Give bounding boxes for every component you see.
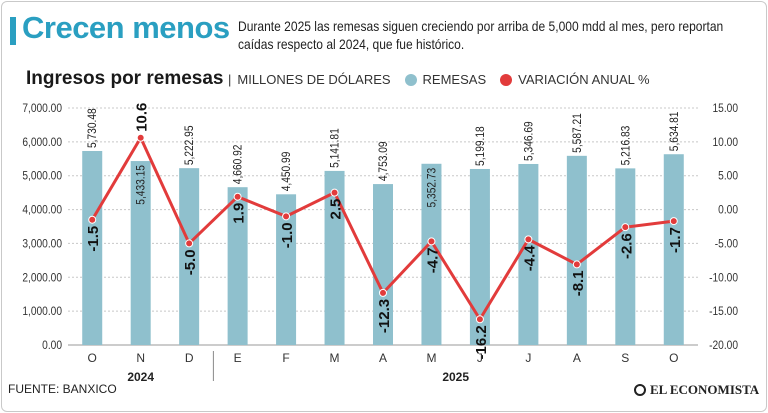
line-point: [572, 260, 581, 269]
y-right-tick: 0.00: [718, 204, 738, 217]
bar-value-label: 5,216.83: [620, 126, 633, 166]
line-value-label: -16.2: [473, 325, 490, 359]
bar-value-label: 5,199.18: [474, 126, 487, 166]
chart-title: Ingresos por remesas: [26, 68, 224, 89]
line-point: [475, 315, 484, 324]
line-point: [524, 235, 533, 244]
line-point: [330, 188, 339, 197]
line-value-label: 1.9: [231, 203, 248, 224]
x-tick-label: M: [330, 351, 340, 365]
x-tick-label: A: [573, 351, 581, 365]
line-value-label: -1.0: [279, 222, 296, 248]
line-point: [669, 217, 678, 226]
bar: [469, 168, 490, 345]
globe-icon: [634, 384, 646, 396]
bar-value-label: 4,450.99: [280, 152, 293, 192]
line-value-label: -2.6: [618, 233, 635, 259]
x-tick-label: O: [88, 351, 97, 365]
line-point: [136, 133, 145, 142]
y-right-tick: -10.00: [709, 272, 738, 285]
x-tick-label: M: [426, 351, 436, 365]
x-tick-label: S: [621, 351, 629, 365]
bar: [566, 155, 587, 345]
line-value-label: -1.5: [85, 226, 102, 252]
bar-value-label: 4,660.92: [232, 145, 245, 185]
x-tick-label: J: [477, 351, 483, 365]
line-value-label: -8.1: [570, 270, 587, 296]
x-tick-label: N: [136, 351, 145, 365]
y-right-tick: 10.00: [712, 136, 738, 149]
bar: [227, 187, 248, 345]
y-left-tick: 3,000.00: [22, 238, 62, 251]
y-left-tick: 7,000.00: [22, 102, 62, 115]
y-left-tick: 2,000.00: [22, 272, 62, 285]
line-value-label: 2.5: [328, 199, 345, 220]
y-right-tick: 15.00: [712, 102, 738, 115]
y-right-tick: 5.00: [718, 170, 738, 183]
line-point: [379, 288, 387, 297]
line-point: [185, 239, 194, 248]
line-point: [88, 215, 97, 224]
line-point: [233, 192, 242, 201]
bar: [179, 168, 200, 345]
y-right-tick: -5.00: [715, 238, 738, 251]
x-tick-label: J: [525, 351, 531, 365]
line-value-label: -4.7: [424, 247, 441, 273]
bar: [615, 168, 636, 345]
bar-value-label: 5,352.73: [426, 168, 439, 208]
legend-line-swatch: [500, 73, 513, 86]
legend-bar-swatch: [404, 73, 417, 86]
bar-value-label: 5,730.48: [87, 108, 100, 148]
legend-separator: |: [228, 72, 232, 87]
legend: | MILLONES DE DÓLARES REMESAS VARIACIÓN …: [228, 72, 650, 87]
headline-accent-bar: [10, 17, 16, 45]
year-label: 2025: [442, 370, 469, 384]
y-left-tick: 1,000.00: [22, 305, 62, 318]
x-tick-label: F: [282, 351, 289, 365]
brand-logo: EL ECONOMISTA: [634, 382, 759, 398]
bar-value-label: 5,433.15: [135, 165, 148, 205]
bar-value-label: 5,222.95: [183, 125, 196, 165]
subtitle: Durante 2025 las remesas siguen creciend…: [238, 18, 724, 52]
line-point: [282, 212, 291, 221]
legend-line-label: VARIACIÓN ANUAL %: [518, 72, 650, 87]
bar: [82, 150, 103, 345]
y-right-tick: -20.00: [709, 339, 738, 352]
line-point: [427, 237, 436, 246]
brand-name: EL ECONOMISTA: [650, 382, 760, 397]
bar: [518, 163, 539, 345]
bar: [421, 163, 442, 345]
legend-unit: MILLONES DE DÓLARES: [237, 72, 391, 87]
legend-bar-label: REMESAS: [422, 72, 487, 87]
y-left-tick: 0.00: [42, 339, 62, 352]
line-value-label: -4.4: [521, 245, 538, 272]
x-tick-label: E: [234, 351, 242, 365]
bar-value-label: 5,587.21: [571, 113, 584, 153]
x-tick-label: D: [185, 351, 194, 365]
x-tick-label: O: [669, 351, 678, 365]
bar: [663, 154, 684, 345]
bar-value-label: 5,346.69: [523, 121, 536, 161]
year-label: 2024: [127, 370, 154, 384]
line-point: [621, 223, 630, 232]
bar-value-label: 5,141.81: [329, 128, 342, 168]
bar: [276, 194, 297, 345]
line-value-label: -1.7: [667, 227, 684, 253]
y-left-tick: 6,000.00: [22, 136, 62, 149]
x-tick-label: A: [379, 351, 387, 365]
bar: [130, 161, 151, 345]
bar-value-label: 5,634.81: [668, 112, 681, 152]
y-right-tick: -15.00: [709, 305, 738, 318]
y-left-tick: 5,000.00: [22, 170, 62, 183]
bar-value-label: 4,753.09: [377, 141, 390, 181]
bar: [373, 184, 393, 345]
line-value-label: -5.0: [182, 249, 199, 275]
bar: [324, 170, 345, 345]
headline: Crecen menos: [22, 10, 230, 45]
source-note: FUENTE: BANXICO: [8, 382, 117, 396]
line-value-label: 10.6: [134, 103, 151, 132]
y-left-tick: 4,000.00: [22, 204, 62, 217]
line-value-label: -12.3: [376, 299, 393, 333]
